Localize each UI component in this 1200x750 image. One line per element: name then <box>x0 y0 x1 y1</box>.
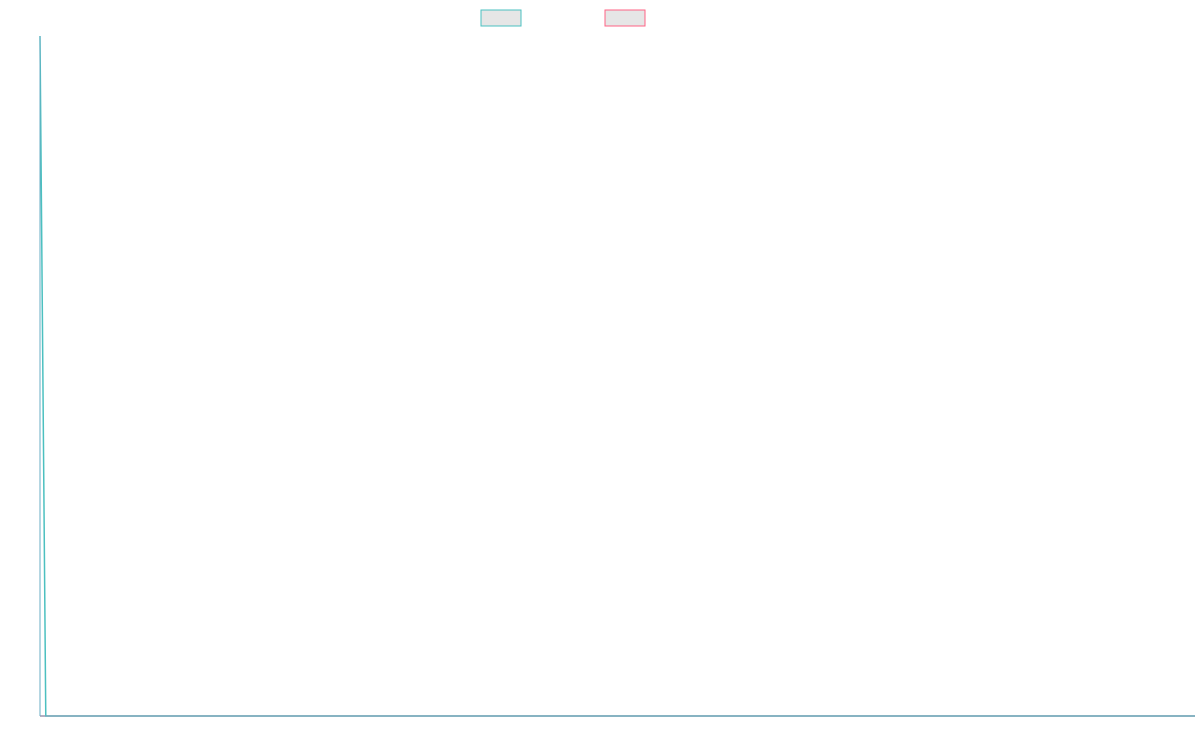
axes <box>39 36 1195 717</box>
legend[interactable] <box>480 9 646 27</box>
legend-swatch-1[interactable] <box>480 9 522 27</box>
series-lines <box>39 35 1195 717</box>
legend-swatch-2[interactable] <box>604 9 646 27</box>
series-line-1 <box>39 35 1195 717</box>
